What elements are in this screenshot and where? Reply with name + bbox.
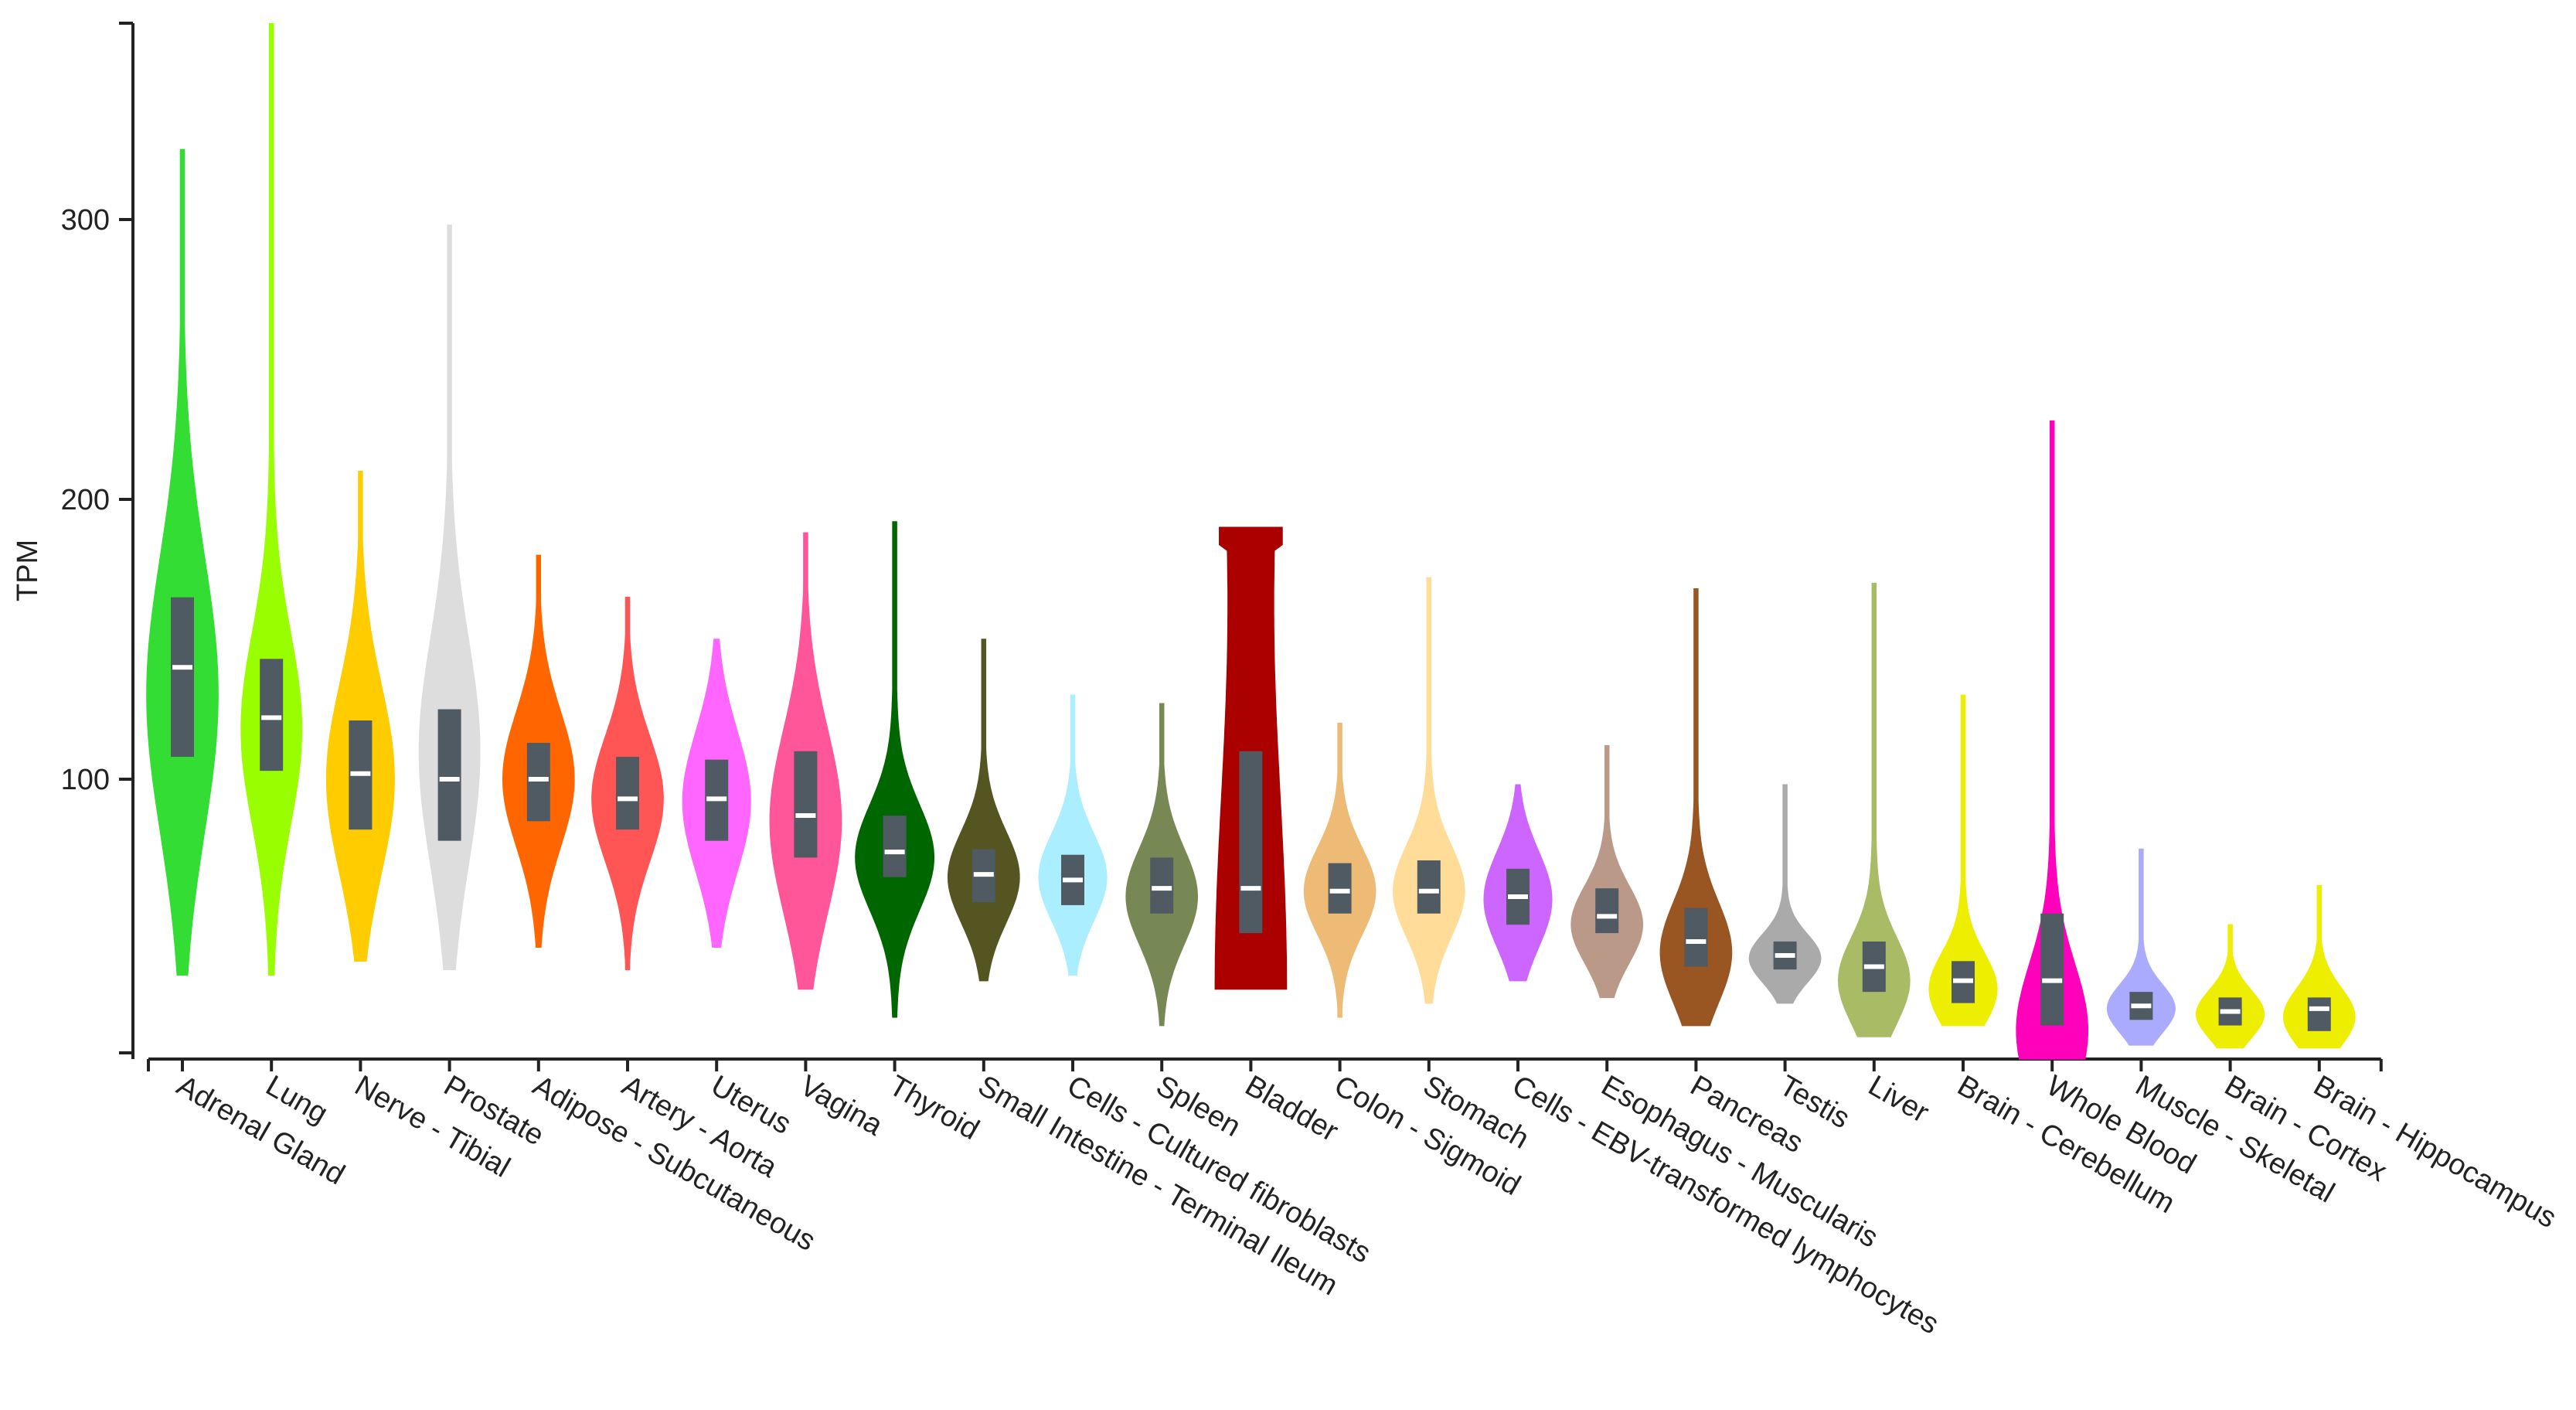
x-axis <box>147 1058 2383 1071</box>
iqr-box <box>1150 857 1174 914</box>
violin-pancreas <box>1659 588 1733 1027</box>
violin-shape <box>1748 784 1822 1004</box>
violin-shape <box>1392 577 1465 1004</box>
violin-artery-aorta <box>591 596 664 970</box>
violin-shape <box>855 521 935 1018</box>
violin-shape <box>2282 884 2356 1049</box>
violin-thyroid <box>855 521 935 1018</box>
violin-shape <box>1659 588 1733 1027</box>
iqr-box <box>2307 997 2331 1031</box>
violin-spleen <box>1125 703 1199 1027</box>
violin-stomach <box>1392 577 1465 1004</box>
y-tick-label: 100 <box>61 764 110 796</box>
iqr-box <box>794 751 818 858</box>
violin-shape <box>240 22 303 976</box>
iqr-box <box>1417 860 1441 914</box>
category-label: Bladder <box>1240 1069 1344 1148</box>
category-label: Thyroid <box>883 1069 985 1146</box>
violin-liver <box>1837 582 1911 1037</box>
violin-brain-hippocampus <box>2282 884 2356 1049</box>
violins <box>146 22 2356 1060</box>
violin-shape <box>146 148 219 976</box>
violin-shape <box>1837 582 1911 1037</box>
violin-testis <box>1748 784 1822 1004</box>
iqr-box <box>171 597 194 758</box>
category-label: Adrenal Gland <box>172 1069 350 1191</box>
iqr-box <box>1595 888 1619 934</box>
violin-shape <box>1038 694 1108 976</box>
violin-brain-cerebellum <box>1928 694 1998 1027</box>
violin-adrenal-gland <box>146 148 219 976</box>
violin-prostate <box>418 224 481 970</box>
iqr-box <box>2040 913 2064 1026</box>
violin-shape <box>2196 924 2265 1049</box>
violin-vagina <box>769 532 842 990</box>
violin-esophagus-muscularis <box>1570 744 1644 999</box>
violin-lung <box>240 22 303 976</box>
violin-shape <box>947 639 1020 982</box>
category-label: Vagina <box>795 1069 889 1143</box>
y-tick-label: 200 <box>61 484 110 516</box>
violin-cells-cultured-fibroblasts <box>1038 694 1108 976</box>
iqr-box <box>260 659 284 771</box>
iqr-box <box>1684 908 1708 967</box>
iqr-box <box>616 757 639 830</box>
violin-small-intestine-terminal-ileum <box>947 639 1020 982</box>
category-label: Liver <box>1863 1069 1935 1129</box>
violin-shape <box>1928 694 1998 1027</box>
iqr-box <box>1239 751 1263 934</box>
violin-colon-sigmoid <box>1303 722 1376 1018</box>
violin-shape <box>325 471 395 962</box>
violin-shape <box>2016 420 2089 1060</box>
violin-muscle-skeletal <box>2106 848 2176 1046</box>
violin-brain-cortex <box>2196 924 2265 1049</box>
violin-shape <box>1570 744 1644 999</box>
y-axis: 100 200 300 <box>61 22 134 1059</box>
iqr-box <box>526 742 550 822</box>
violin-uterus <box>682 639 751 948</box>
violin-nerve-tibial <box>325 471 395 962</box>
violin-bladder <box>1214 526 1288 990</box>
violin-cells-ebv-transformed-lymphocytes <box>1483 784 1553 982</box>
y-axis-label: TPM <box>12 540 44 601</box>
y-tick-label: 300 <box>61 204 110 237</box>
violin-adipose-subcutaneous <box>502 554 575 948</box>
iqr-box <box>437 709 461 841</box>
iqr-box <box>1328 863 1352 914</box>
iqr-box <box>883 816 907 877</box>
violin-shape <box>418 224 481 970</box>
violin-whole-blood <box>2016 420 2089 1060</box>
violin-shape <box>2106 848 2176 1046</box>
